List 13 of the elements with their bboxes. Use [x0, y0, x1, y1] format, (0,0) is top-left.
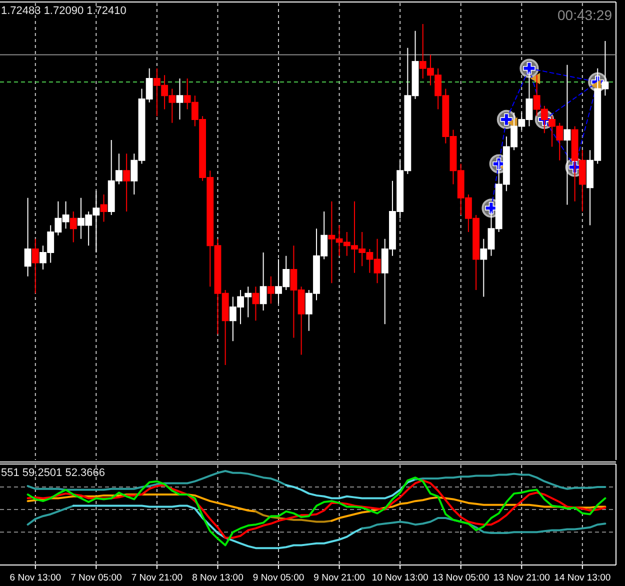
- x-tick-label: 7 Nov 21:00: [131, 572, 183, 584]
- x-tick-label: 9 Nov 21:00: [314, 572, 365, 584]
- x-tick-label: 6 Nov 13:00: [10, 572, 62, 584]
- x-tick-label: 14 Nov 13:00: [554, 572, 611, 584]
- annotation: 551 59.2501 52.3666: [1, 467, 105, 479]
- x-tick-label: 13 Nov 05:00: [432, 572, 490, 584]
- x-tick-label: 7 Nov 05:00: [70, 572, 122, 584]
- x-tick-label: 8 Nov 13:00: [192, 572, 244, 584]
- x-tick-label: 9 Nov 05:00: [252, 572, 304, 584]
- text: 00:43:29: [558, 7, 612, 23]
- text: 1.72483 1.72090 1.72410: [1, 5, 126, 17]
- x-tick-label: 13 Nov 21:00: [493, 572, 550, 584]
- x-tick-label: 10 Nov 13:00: [372, 572, 428, 584]
